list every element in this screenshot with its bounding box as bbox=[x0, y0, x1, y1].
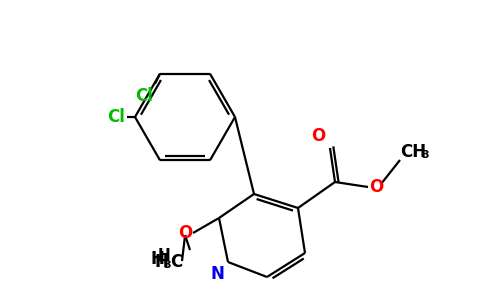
Text: Cl: Cl bbox=[107, 108, 125, 126]
Text: 3: 3 bbox=[163, 260, 171, 270]
Text: CH: CH bbox=[400, 143, 426, 161]
Text: H: H bbox=[155, 253, 169, 271]
Text: C: C bbox=[170, 253, 182, 271]
Text: H: H bbox=[157, 248, 170, 262]
Text: O: O bbox=[369, 178, 383, 196]
Text: H: H bbox=[150, 250, 164, 268]
Text: Cl: Cl bbox=[135, 87, 153, 105]
Text: O: O bbox=[311, 127, 325, 145]
Text: 3: 3 bbox=[421, 150, 429, 160]
Text: N: N bbox=[210, 265, 224, 283]
Text: O: O bbox=[178, 224, 192, 242]
